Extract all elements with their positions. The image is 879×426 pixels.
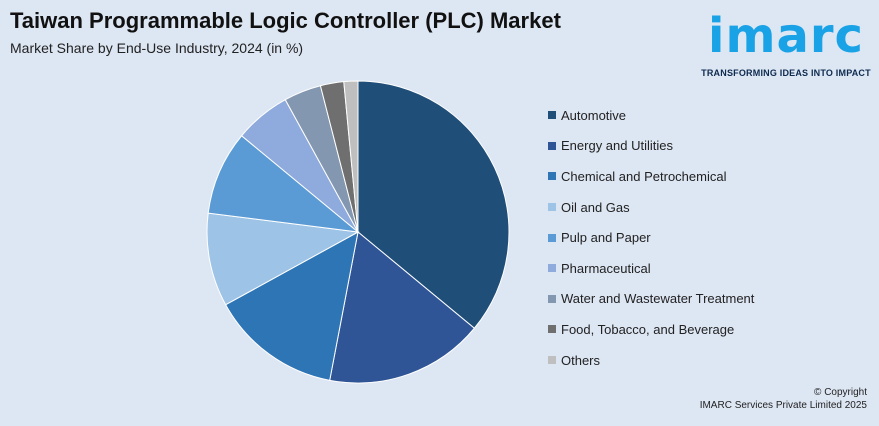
legend-swatch [548,203,556,212]
legend-label: Chemical and Petrochemical [561,168,727,184]
legend-item-pharmaceutical: Pharmaceutical [548,253,754,284]
chart-legend: Automotive Energy and Utilities Chemical a… [548,100,754,375]
legend-label: Energy and Utilities [561,138,673,154]
legend-item-pulp-and-paper: Pulp and Paper [548,222,754,253]
legend-label: Pharmaceutical [561,260,651,276]
legend-item-water-and-wastewater-treatment: Water and Wastewater Treatment [548,284,754,315]
logo-tagline: TRANSFORMING IDEAS INTO IMPACT [701,68,871,78]
copyright-notice: © Copyright IMARC Services Private Limit… [700,386,867,412]
pie-slice-others [343,80,359,233]
legend-item-others: Others [548,345,754,376]
chart-title: Taiwan Programmable Logic Controller (PL… [10,8,561,33]
legend-item-automotive: Automotive [548,100,754,131]
legend-swatch [548,294,556,303]
legend-label: Pulp and Paper [561,230,651,246]
legend-swatch [548,356,556,365]
legend-item-food-tobacco-and-beverage: Food, Tobacco, and Beverage [548,314,754,345]
legend-swatch [548,111,556,120]
legend-label: Food, Tobacco, and Beverage [561,321,735,337]
legend-item-energy-and-utilities: Energy and Utilities [548,131,754,162]
legend-swatch [548,264,556,273]
pie-slice-pulp-and-paper [207,135,360,233]
legend-swatch [548,172,556,181]
pie-slice-energy-and-utilities [329,231,476,384]
legend-item-chemical-and-petrochemical: Chemical and Petrochemical [548,161,754,192]
logo-wordmark: imarc [708,8,864,64]
pie-slice-chemical-and-petrochemical [224,231,359,381]
legend-label: Oil and Gas [561,199,630,215]
pie-slice-automotive [357,80,510,329]
legend-label: Water and Wastewater Treatment [561,291,755,307]
copyright-line-1: © Copyright [814,387,867,398]
legend-swatch [548,233,556,242]
pie-slice-oil-and-gas [206,212,360,306]
imarc-logo: imarc TRANSFORMING IDEAS INTO IMPACT [700,6,872,84]
copyright-line-2: IMARC Services Private Limited 2025 [699,400,867,411]
legend-label: Automotive [561,107,627,123]
legend-label: Others [561,352,601,368]
chart-subtitle: Market Share by End-Use Industry, 2024 (… [10,40,304,56]
legend-swatch [548,141,556,150]
legend-swatch [548,325,556,334]
legend-item-oil-and-gas: Oil and Gas [548,192,754,223]
